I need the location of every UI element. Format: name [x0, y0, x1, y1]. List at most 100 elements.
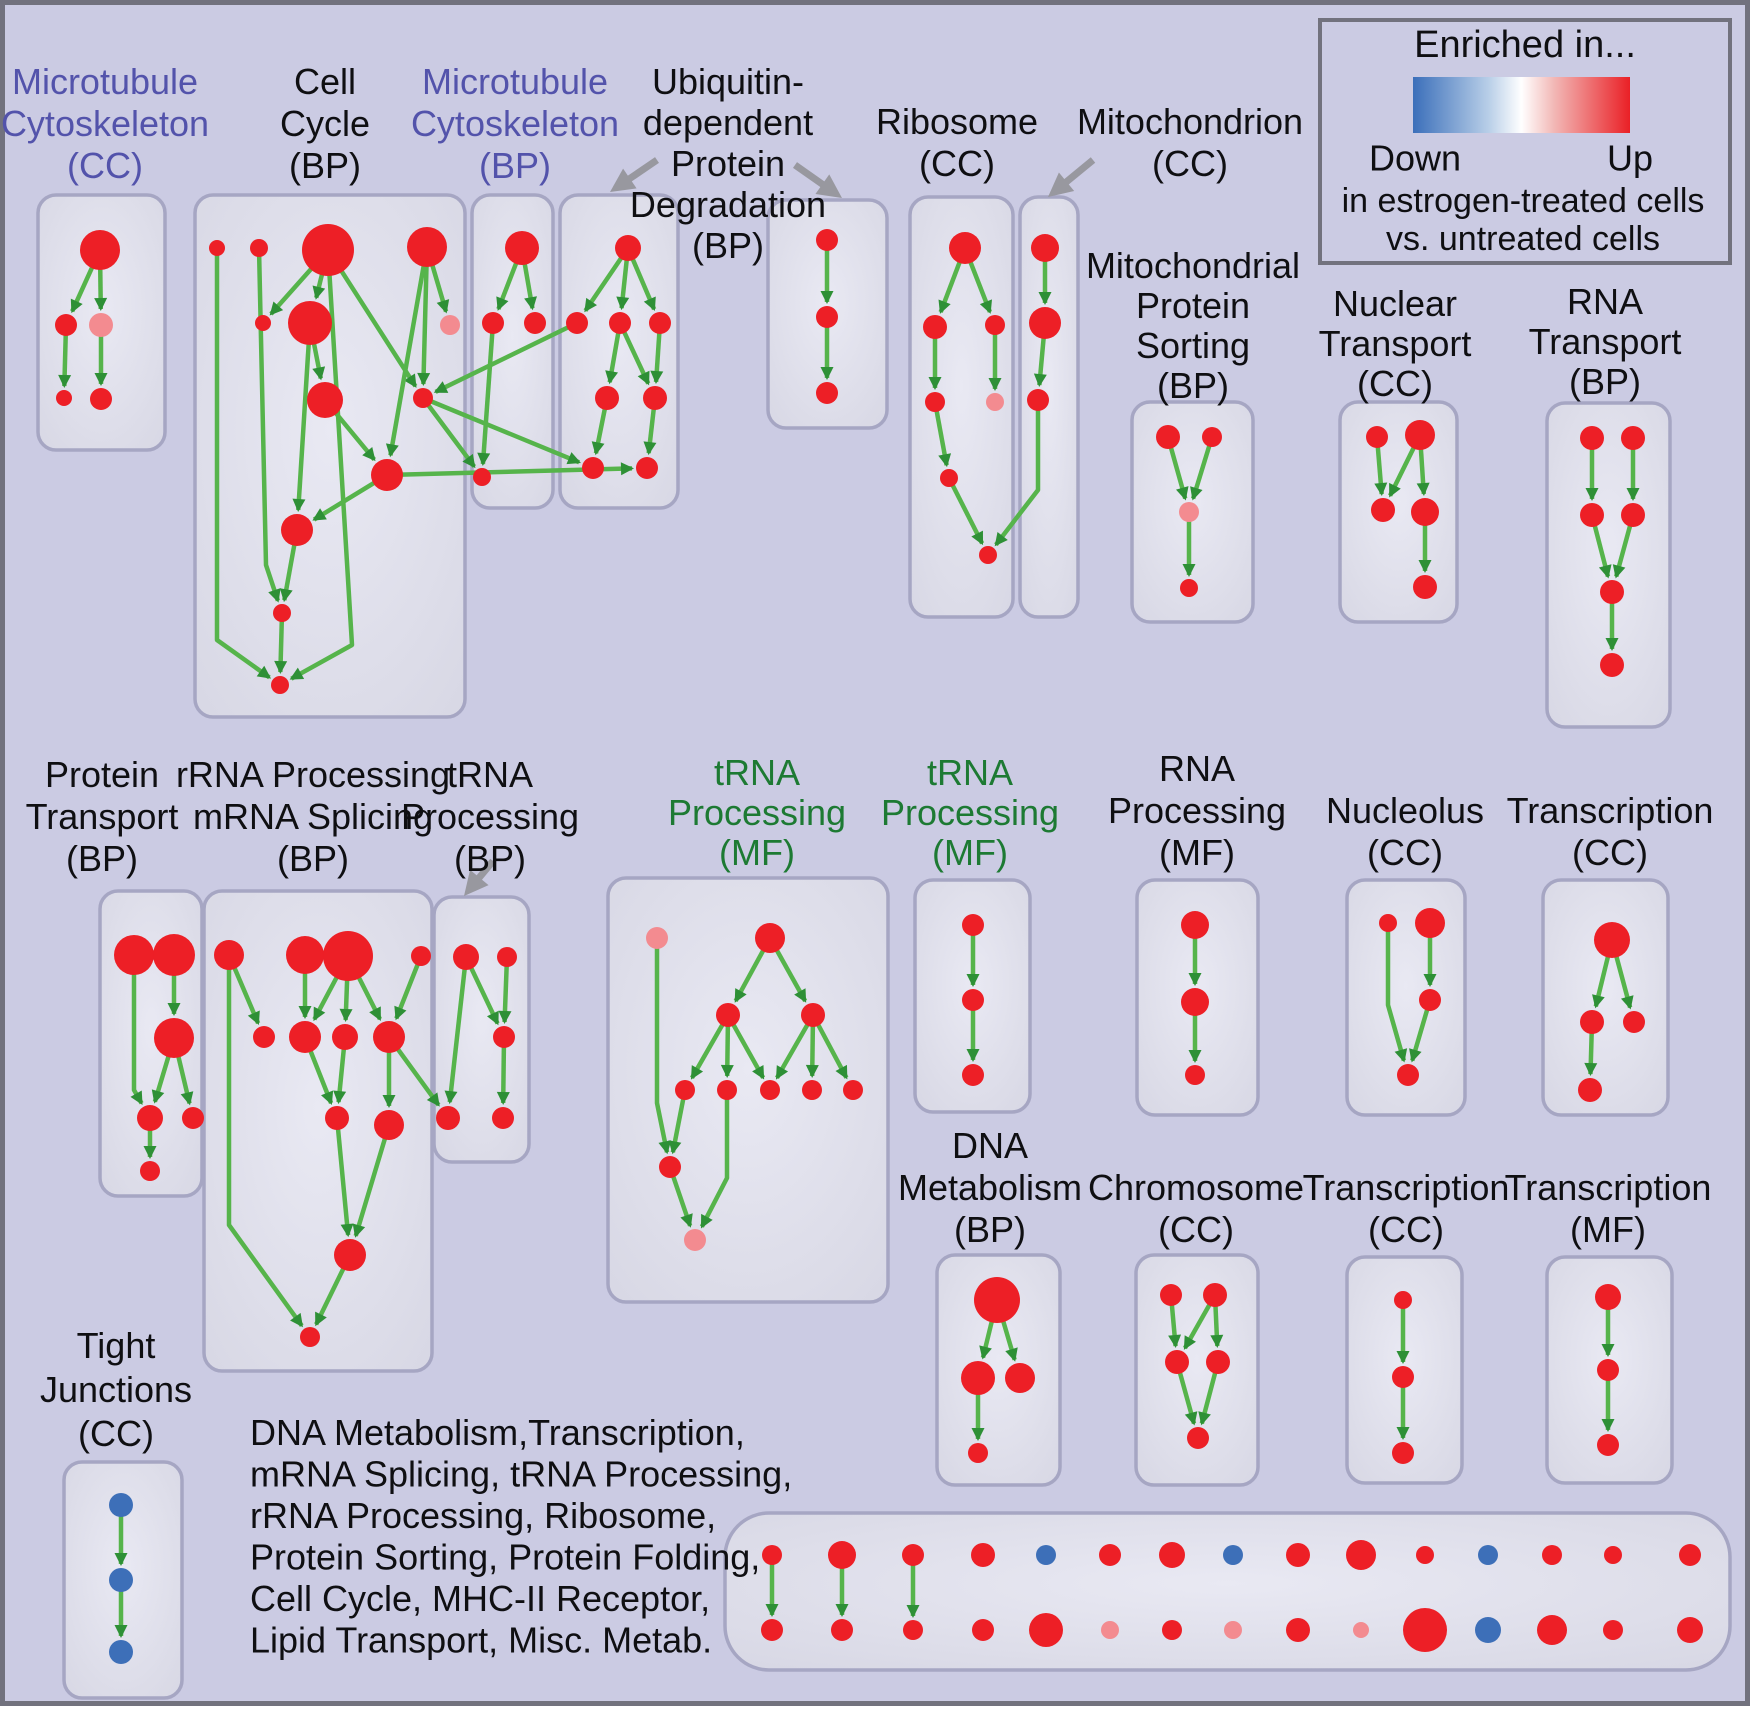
label-cell-cycle-bp: Cell Cycle (BP)	[280, 61, 370, 186]
arrowhead-icon	[292, 498, 306, 513]
label-dna-metabolism-bp: DNA Metabolism (BP)	[898, 1125, 1082, 1250]
go-term-node-microtubule-cytoskeleton-cc-0	[80, 230, 120, 270]
arrowhead-icon	[835, 1604, 849, 1617]
bottom-pair-1-top-node	[828, 1541, 856, 1569]
go-term-node-trna-processing-mf-large-5	[717, 1080, 737, 1100]
go-term-node-transcription-cc-upper-3	[1578, 1078, 1602, 1102]
arrowhead-icon	[143, 1146, 157, 1159]
go-term-node-rrna-processing-mrna-splicing-bp-10	[334, 1239, 366, 1271]
arrowhead-icon	[268, 588, 281, 603]
legend-title: Enriched in...	[1414, 24, 1636, 66]
arrowhead-icon	[496, 296, 509, 311]
arrowhead-icon	[382, 1095, 396, 1108]
arrowhead-icon	[1048, 172, 1075, 197]
arrowhead-icon	[1188, 1050, 1202, 1063]
go-term-node-trna-processing-mf-small-0	[962, 914, 984, 936]
label-rna-processing-mf: RNA Processing (MF)	[1108, 748, 1286, 873]
label-microtubule-cytoskeleton-cc: Microtubule Cytoskeleton (CC)	[1, 61, 209, 186]
arrowhead-icon	[966, 1049, 980, 1062]
go-term-node-rna-processing-mf-0	[1181, 911, 1209, 939]
bottom-pair-4-bottom-node	[1029, 1613, 1063, 1647]
arrowhead-icon	[462, 453, 476, 469]
arrowhead-icon	[680, 1213, 693, 1228]
bottom-pair-2-top-node	[902, 1544, 924, 1566]
arrowhead-icon	[805, 1064, 819, 1079]
go-term-node-trna-processing-bp-3	[436, 1106, 460, 1130]
go-term-node-ribosome-cc-1	[923, 315, 947, 339]
arrowhead-icon	[1374, 482, 1388, 497]
arrowhead-icon	[605, 370, 619, 385]
arrowhead-icon	[658, 1140, 672, 1155]
edge-line	[690, 1013, 730, 1079]
arrowhead-icon	[180, 1091, 194, 1106]
arrowhead-icon	[1210, 1334, 1224, 1349]
arrowhead-icon	[58, 374, 72, 389]
arrowhead-icon	[906, 1605, 920, 1618]
group-box-transcription-cc-upper	[1541, 878, 1670, 1117]
group-box-microtubule-cytoskeleton-bp	[470, 193, 555, 510]
label-ubiquitin-degradation-bp: Ubiquitin-dependent Protein Degradation (BP…	[630, 61, 826, 266]
go-term-node-rrna-processing-mrna-splicing-bp-8	[325, 1106, 349, 1130]
arrowhead-icon	[700, 1213, 713, 1229]
group-box-rna-transport-bp	[1545, 401, 1672, 729]
go-term-node-cell-cycle-bp-3	[407, 227, 447, 267]
label-microtubule-cytoskeleton-bp: Microtubule Cytoskeleton (BP)	[411, 61, 619, 186]
arrowhead-icon	[1183, 1335, 1196, 1350]
layer-nodes	[55, 224, 1703, 1664]
go-term-node-ubiquitin-degradation-bp-chain-1	[816, 306, 838, 328]
bottom-pair-0-bottom-node	[761, 1619, 783, 1641]
go-term-node-transcription-cc-lower-2	[1392, 1442, 1414, 1464]
go-term-node-mitochondrion-cc-1	[1029, 307, 1061, 339]
edge-line	[775, 1013, 815, 1079]
go-term-node-microtubule-cytoskeleton-bp-2	[524, 312, 546, 334]
go-term-node-ubiquitin-degradation-bp-2	[609, 312, 631, 334]
label-trna-processing-bp: tRNA Processing (BP)	[401, 754, 579, 879]
bottom-pair-9-top-node	[1346, 1540, 1376, 1570]
legend-note-line2: vs. untreated cells	[1386, 220, 1660, 258]
arrowhead-icon	[794, 988, 807, 1003]
go-term-node-transcription-mf-1	[1597, 1359, 1619, 1381]
arrowhead-icon	[256, 665, 272, 679]
arrowhead-icon	[815, 174, 842, 198]
go-term-node-transcription-cc-upper-0	[1594, 922, 1630, 958]
bottom-pair-5-top-node	[1099, 1544, 1121, 1566]
go-term-node-protein-transport-bp-1	[153, 934, 195, 976]
go-term-node-ubiquitin-degradation-bp-0	[615, 235, 641, 261]
arrowhead-icon	[130, 1090, 143, 1105]
arrowhead-icon	[637, 370, 650, 386]
label-ribosome-cc: Ribosome (CC)	[876, 101, 1038, 184]
arrowhead-icon	[1033, 373, 1047, 388]
go-term-node-tight-junctions-cc-1	[109, 1568, 133, 1592]
legend-up-label: Up	[1607, 138, 1653, 179]
arrowhead-icon	[404, 373, 417, 388]
edge-line	[447, 956, 469, 1103]
go-term-node-mitochondrial-protein-sorting-bp-0	[1156, 425, 1180, 449]
go-term-node-protein-transport-bp-5	[140, 1161, 160, 1181]
arrowhead-icon	[436, 299, 450, 314]
go-term-node-trna-processing-mf-large-0	[646, 927, 668, 949]
edge-line	[421, 246, 430, 385]
arrowhead-icon	[486, 1010, 499, 1026]
arrowhead-icon	[1409, 1048, 1422, 1063]
group-box-dna-metabolism-bp	[935, 1253, 1062, 1487]
go-term-node-mitochondrial-protein-sorting-bp-3	[1180, 579, 1198, 597]
arrowhead-icon	[765, 1604, 779, 1617]
bottom-pair-7-bottom-node	[1224, 1621, 1242, 1639]
go-term-node-cell-cycle-bp-6	[440, 315, 460, 335]
go-term-node-rna-transport-bp-5	[1600, 653, 1624, 677]
arrowhead-icon	[1198, 1411, 1211, 1426]
go-term-node-chromosome-cc-3	[1206, 1350, 1230, 1374]
go-term-node-rrna-processing-mrna-splicing-bp-4	[253, 1026, 275, 1048]
go-term-node-trna-processing-bp-1	[497, 947, 517, 967]
go-term-node-trna-processing-mf-large-7	[802, 1080, 822, 1100]
arrowhead-icon	[1190, 486, 1203, 501]
go-term-node-ribosome-cc-6	[979, 546, 997, 564]
label-trna-processing-mf-2: tRNA Processing (MF)	[881, 752, 1059, 873]
arrowhead-icon	[620, 462, 635, 476]
label-trna-processing-mf-1: tRNA Processing (MF)	[668, 752, 846, 873]
arrowhead-icon	[979, 299, 992, 314]
go-term-node-trna-processing-bp-4	[492, 1107, 514, 1129]
arrowhead-icon	[1394, 1048, 1408, 1063]
label-transcription-cc-lower: Transcription (CC)	[1303, 1167, 1510, 1250]
